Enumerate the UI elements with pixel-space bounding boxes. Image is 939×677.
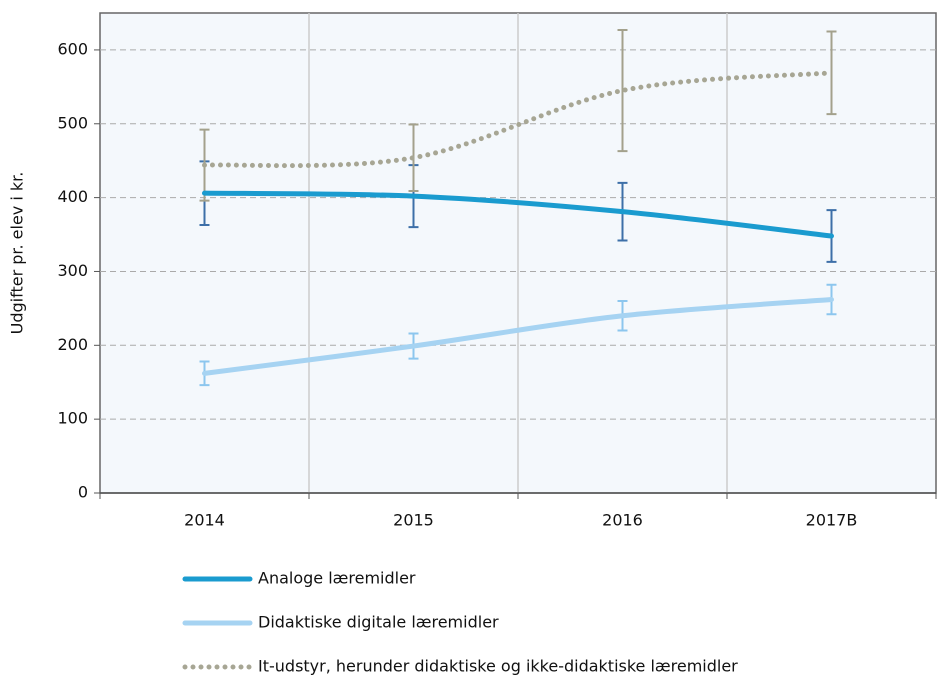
legend-label: Didaktiske digitale læremidler [258,613,499,632]
series-line [202,190,834,239]
series-line [202,297,834,376]
error-bar [826,30,837,116]
x-tick-label: 2015 [393,511,434,530]
y-tick-label: 300 [57,261,88,280]
y-tick-label: 400 [57,187,88,206]
x-tick-label: 2016 [602,511,643,530]
y-tick-label: 100 [57,409,88,428]
x-tick-label: 2014 [184,511,225,530]
y-axis-label: Udgifter pr. elev i kr. [8,172,27,335]
error-bar [617,28,628,153]
y-tick-label: 0 [78,483,88,502]
legend-label: Analoge læremidler [258,569,416,588]
y-tick-label: 600 [57,39,88,58]
y-tick-label: 200 [57,335,88,354]
series-line [202,70,834,169]
x-tick-label: 2017B [806,511,858,530]
y-tick-label: 500 [57,113,88,132]
legend-label: It-udstyr, herunder didaktiske og ikke-d… [258,657,738,676]
